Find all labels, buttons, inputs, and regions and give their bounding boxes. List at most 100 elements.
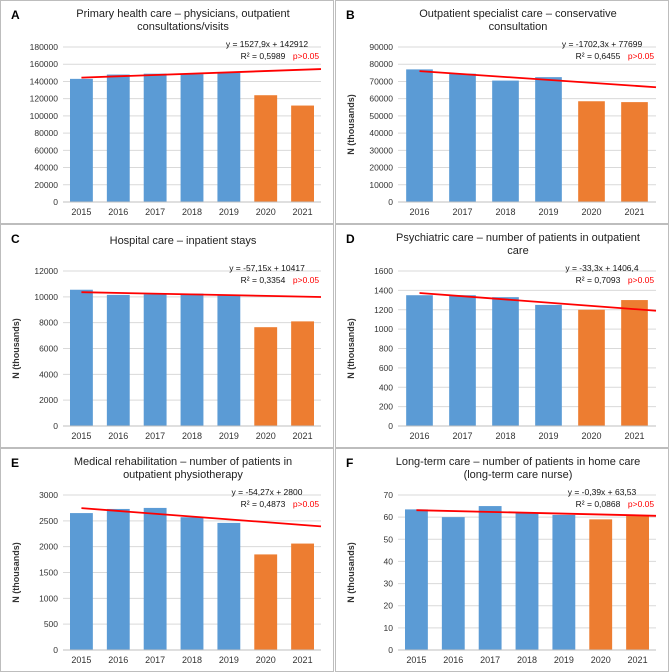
y-tick-label: 40 [384,556,394,566]
y-tick-label: 1500 [39,568,58,578]
y-tick-label: 800 [379,344,393,354]
bar-2015 [70,513,93,650]
bar-2017 [449,73,476,202]
panel-letter: C [11,232,20,246]
x-tick-label: 2019 [219,655,239,665]
bar-2019 [217,522,241,650]
y-tick-label: 2000 [39,395,58,405]
chart-panel-c: C Hospital care – inpatient stays 0 2000 400… [0,224,334,448]
bar-2021 [291,321,314,426]
bar-2015 [70,289,93,426]
bar-2020 [254,95,278,202]
bar-2017 [449,295,476,426]
x-tick-label: 2021 [293,655,313,665]
chart-title: Long-term care – number of patients in h… [396,456,641,481]
x-tick-label: 2021 [628,655,648,665]
x-tick-label: 2016 [443,655,463,665]
bar-2020 [578,101,605,202]
x-tick-label: 2017 [480,655,500,665]
y-tick-label: 6000 [39,344,58,354]
r-squared: R² = 0,0868 [576,499,621,509]
trend-equation: y = -33,3x + 1406,4 [565,263,639,273]
x-tick-label: 2015 [406,655,426,665]
y-tick-label: 1200 [374,305,393,315]
p-value: p>0.05 [628,275,655,285]
bar-2018 [492,297,519,426]
panel-letter: A [11,8,20,22]
bar-2021 [626,516,649,650]
x-tick-label: 2020 [581,431,601,441]
y-tick-label: 12000 [34,266,58,276]
panel-letter: D [346,232,355,246]
bar-2015 [70,78,93,202]
x-tick-label: 2017 [145,655,165,665]
bar-2017 [143,73,167,202]
chart-svg-d: D Psychiatric care – number of patients i… [346,232,657,441]
y-tick-label: 30000 [369,145,393,155]
x-tick-label: 2018 [495,207,515,217]
r-squared: R² = 0,7093 [576,275,621,285]
y-tick-label: 90000 [369,42,393,52]
chart-title: Hospital care – inpatient stays [110,235,257,247]
trendline [81,507,322,528]
panel-letter: F [346,456,353,470]
trendline [81,291,322,298]
y-tick-label: 10 [384,623,394,633]
bar-2021 [621,300,648,426]
y-tick-label: 60000 [369,94,393,104]
bar-2020 [254,327,278,426]
x-tick-label: 2015 [71,655,91,665]
x-tick-label: 2020 [256,655,276,665]
bar-2019 [552,514,576,650]
x-tick-label: 2016 [409,431,429,441]
chart-svg-f: F Long-term care – number of patients in … [346,456,657,665]
bar-2017 [143,294,167,426]
chart-svg-b: B Outpatient specialist care – conservati… [346,8,657,217]
r-squared: R² = 0,6455 [576,51,621,61]
bar-2017 [143,507,167,650]
y-tick-label: 0 [388,421,393,431]
x-tick-label: 2019 [219,431,239,441]
x-tick-label: 2021 [293,431,313,441]
y-tick-label: 500 [44,619,58,629]
y-tick-label: 80000 [369,59,393,69]
y-axis-label: N (thousands) [11,542,21,603]
y-axis-label: N (thousands) [11,318,21,379]
x-tick-label: 2019 [219,207,239,217]
x-tick-label: 2018 [517,655,537,665]
chart-svg-a: A Primary health care – physicians, outpa… [11,8,322,217]
x-tick-label: 2021 [624,207,644,217]
y-tick-label: 2500 [39,516,58,526]
trend-equation: y = -1702,3x + 77699 [562,39,643,49]
y-tick-label: 20000 [369,163,393,173]
p-value: p>0.05 [293,51,320,61]
trend-equation: y = -54,27x + 2800 [232,487,303,497]
y-tick-label: 2000 [39,542,58,552]
x-tick-label: 2019 [538,431,558,441]
p-value: p>0.05 [628,499,655,509]
x-tick-label: 2019 [538,207,558,217]
bar-2018 [180,293,204,426]
chart-panel-f: F Long-term care – number of patients in … [335,448,669,672]
bar-2020 [578,309,605,426]
chart-title: Medical rehabilitation – number of patie… [74,456,292,481]
y-tick-label: 400 [379,382,393,392]
bar-2015 [405,509,428,650]
panel-letter: B [346,8,355,22]
bar-2018 [492,80,519,202]
x-tick-label: 2017 [452,431,472,441]
y-tick-label: 140000 [30,76,59,86]
bar-2016 [106,74,130,202]
y-tick-label: 20 [384,601,394,611]
y-tick-label: 4000 [39,369,58,379]
bar-2021 [291,105,314,202]
y-axis-label: N (thousands) [346,542,356,603]
x-tick-label: 2020 [256,207,276,217]
bar-2016 [106,294,130,426]
bar-2019 [535,77,562,202]
trend-equation: y = -0,39x + 63,53 [568,487,637,497]
bar-2018 [515,512,539,650]
y-tick-label: 60000 [34,145,58,155]
trendline [419,292,657,312]
y-tick-label: 600 [379,363,393,373]
